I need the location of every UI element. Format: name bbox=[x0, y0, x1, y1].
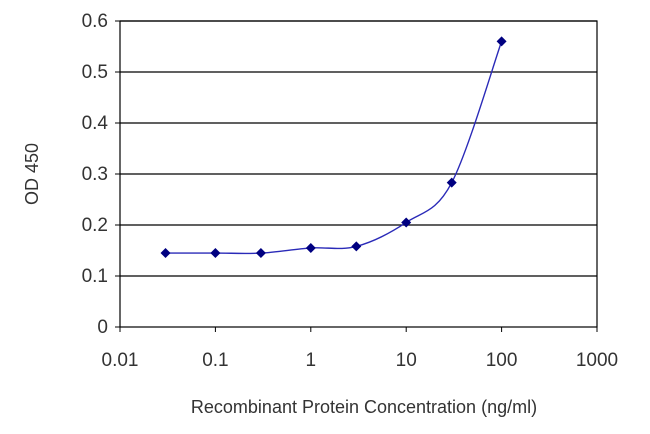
y-tick-label: 0.3 bbox=[82, 164, 108, 185]
y-axis-title: OD 450 bbox=[22, 143, 42, 205]
series-curve bbox=[165, 41, 503, 255]
data-point bbox=[255, 248, 266, 259]
y-tick-label: 0.1 bbox=[82, 266, 108, 287]
data-point bbox=[160, 248, 171, 259]
x-tick-label: 100 bbox=[486, 350, 518, 371]
x-tick-label: 1000 bbox=[576, 350, 618, 371]
x-tick-label: 0.01 bbox=[102, 350, 139, 371]
data-point bbox=[305, 242, 316, 253]
y-axis-ticks: 0 0.1 0.2 0.3 0.4 0.5 0.6 bbox=[82, 11, 120, 338]
data-point bbox=[401, 217, 412, 228]
data-point bbox=[496, 36, 507, 47]
y-tick-label: 0.6 bbox=[82, 11, 108, 32]
y-tick-label: 0 bbox=[97, 317, 108, 338]
data-point bbox=[446, 177, 457, 188]
x-tick-label: 0.1 bbox=[202, 350, 228, 371]
x-tick-label: 10 bbox=[396, 350, 417, 371]
x-axis-ticks: 0.01 0.1 1 10 100 1000 bbox=[102, 327, 618, 371]
gridlines bbox=[120, 20, 597, 277]
data-point bbox=[351, 241, 362, 252]
data-point bbox=[210, 248, 221, 259]
x-axis-title: Recombinant Protein Concentration (ng/ml… bbox=[191, 397, 537, 417]
y-tick-label: 0.4 bbox=[82, 113, 109, 134]
y-tick-label: 0.5 bbox=[82, 62, 108, 83]
y-tick-label: 0.2 bbox=[82, 215, 108, 236]
x-tick-label: 1 bbox=[306, 350, 317, 371]
data-points bbox=[160, 36, 507, 259]
